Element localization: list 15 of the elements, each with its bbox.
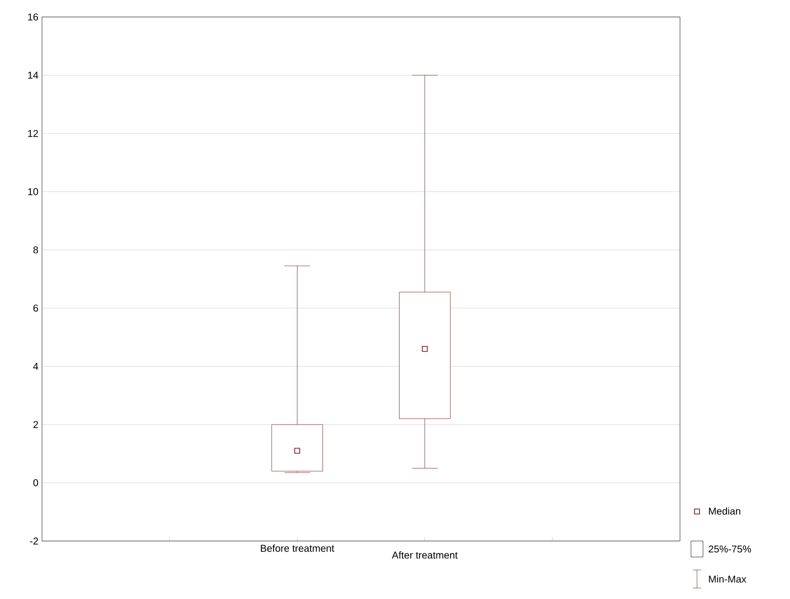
x-tick-label: After treatment xyxy=(392,551,458,559)
y-tick-label: 16 xyxy=(28,13,38,21)
y-tick-label: 2 xyxy=(33,421,38,428)
text: Median xyxy=(709,507,740,515)
x-tick-label: Before treatment xyxy=(260,544,334,552)
y-tick-label: 10 xyxy=(28,188,38,196)
y-tick-label: -2 xyxy=(30,538,38,544)
text: 25%-75% xyxy=(708,545,752,553)
y-tick-label: 6 xyxy=(33,304,38,312)
y-tick-label: 14 xyxy=(28,72,38,79)
y-tick-label: 0 xyxy=(33,479,38,486)
text: Min-Max xyxy=(709,575,746,583)
y-tick-label: 4 xyxy=(33,362,38,370)
y-tick-label: 8 xyxy=(33,246,38,254)
y-tick-label: 12 xyxy=(28,130,38,137)
